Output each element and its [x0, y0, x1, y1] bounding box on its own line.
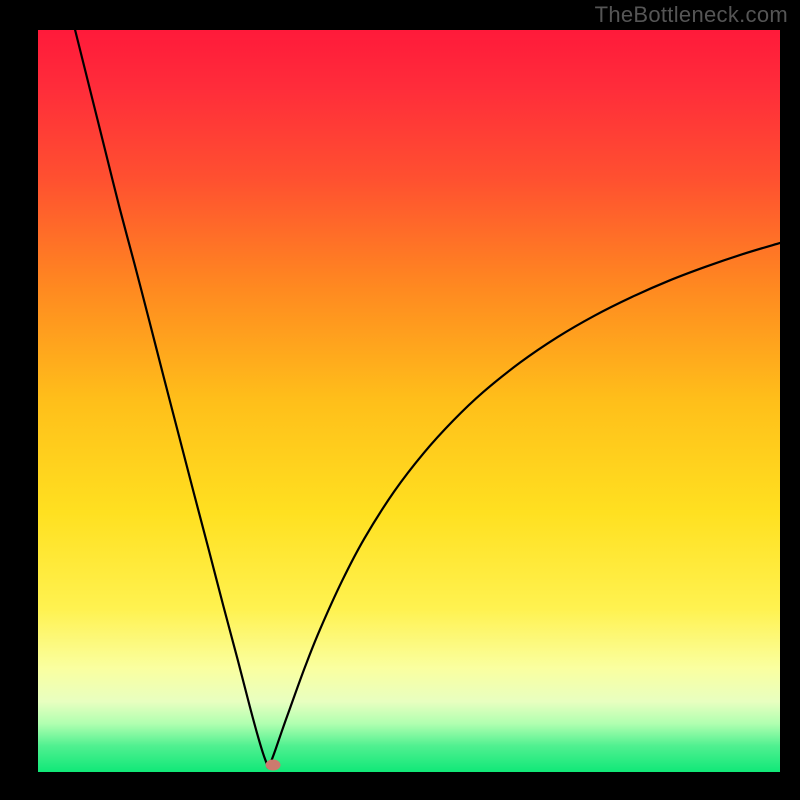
bottleneck-curve — [75, 30, 780, 768]
chart-curve-layer — [38, 30, 780, 772]
watermark-text: TheBottleneck.com — [595, 2, 788, 28]
optimal-point-marker — [266, 760, 281, 771]
chart-plot-area — [38, 30, 780, 772]
